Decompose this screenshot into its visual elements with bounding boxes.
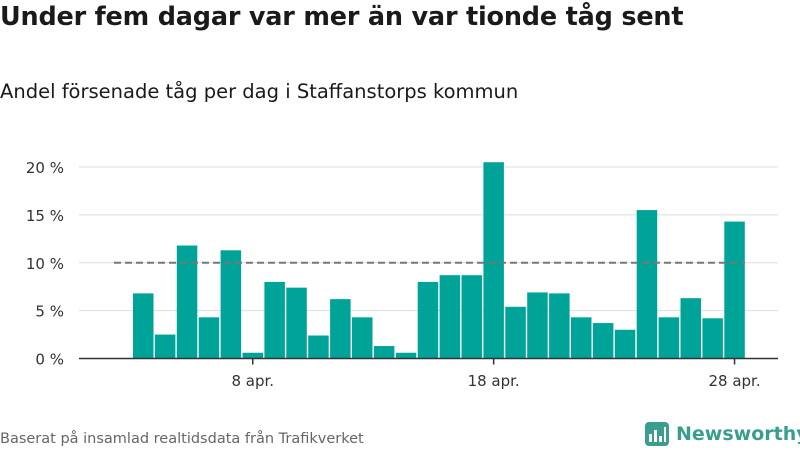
bar xyxy=(592,323,614,359)
y-tick-label: 0 % xyxy=(35,351,64,369)
bar xyxy=(264,281,285,359)
bars xyxy=(133,162,745,359)
x-tick-label: 8 apr. xyxy=(231,372,274,390)
bar xyxy=(483,162,504,359)
bar xyxy=(242,352,263,359)
x-axis-tick-labels: 8 apr. 18 apr. 28 apr. xyxy=(231,372,760,390)
bar xyxy=(220,250,242,359)
bar xyxy=(614,329,636,359)
bar xyxy=(549,293,570,359)
x-axis xyxy=(79,357,778,365)
y-tick-label: 20 % xyxy=(26,159,64,177)
bar xyxy=(636,210,658,359)
y-tick-label: 15 % xyxy=(26,207,64,225)
bar xyxy=(373,346,395,359)
x-tick-label: 28 apr. xyxy=(708,372,760,390)
bar xyxy=(680,298,701,359)
bar xyxy=(527,292,548,359)
source-note: Baserat på insamlad realtidsdata från Tr… xyxy=(0,431,364,447)
bar xyxy=(724,221,745,359)
bar xyxy=(352,317,373,359)
bar xyxy=(286,287,307,359)
bar-chart-icon xyxy=(645,422,669,446)
x-tick-label: 18 apr. xyxy=(468,372,520,390)
chart-title: Under fem dagar var mer än var tionde tå… xyxy=(0,2,684,32)
bar xyxy=(505,306,526,359)
bar xyxy=(198,317,220,359)
bar xyxy=(395,352,417,359)
y-tick-label: 5 % xyxy=(35,303,64,321)
bar xyxy=(154,334,176,359)
bar xyxy=(417,281,439,359)
y-axis-tick-labels: 0 % 5 % 10 % 15 % 20 % xyxy=(26,159,64,369)
bar xyxy=(658,317,680,359)
bar xyxy=(461,275,482,359)
bar xyxy=(133,293,154,359)
brand-logo: Newsworthy xyxy=(644,420,800,448)
bar xyxy=(702,318,723,359)
bar xyxy=(330,299,351,359)
brand-name: Newsworthy xyxy=(676,423,800,445)
chart-subtitle: Andel försenade tåg per dag i Staffansto… xyxy=(0,80,519,103)
bar xyxy=(308,335,329,359)
y-tick-label: 10 % xyxy=(26,255,64,273)
bar xyxy=(176,245,198,359)
bar xyxy=(439,275,461,359)
bar xyxy=(571,317,592,359)
